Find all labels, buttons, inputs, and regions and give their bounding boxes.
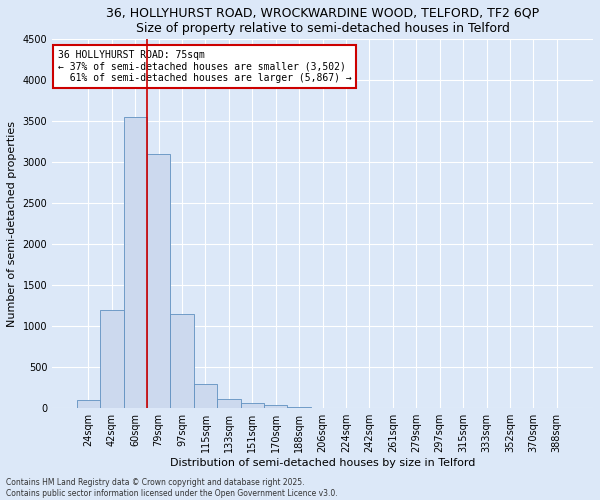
Text: Contains HM Land Registry data © Crown copyright and database right 2025.
Contai: Contains HM Land Registry data © Crown c… [6,478,338,498]
Bar [194,384,217,408]
Bar [124,117,147,408]
Bar [77,400,100,408]
Bar [100,310,124,408]
X-axis label: Distribution of semi-detached houses by size in Telford: Distribution of semi-detached houses by … [170,458,475,468]
Text: 36 HOLLYHURST ROAD: 75sqm
← 37% of semi-detached houses are smaller (3,502)
  61: 36 HOLLYHURST ROAD: 75sqm ← 37% of semi-… [58,50,351,83]
Bar [147,154,170,408]
Y-axis label: Number of semi-detached properties: Number of semi-detached properties [7,120,17,326]
Bar [217,399,241,408]
Title: 36, HOLLYHURST ROAD, WROCKWARDINE WOOD, TELFORD, TF2 6QP
Size of property relati: 36, HOLLYHURST ROAD, WROCKWARDINE WOOD, … [106,7,539,35]
Bar [241,403,264,408]
Bar [264,405,287,408]
Bar [170,314,194,408]
